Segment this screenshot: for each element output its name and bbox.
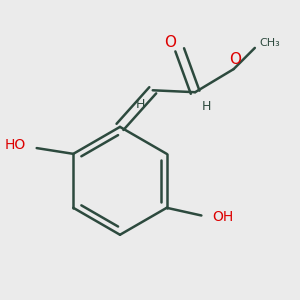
Text: H: H — [202, 100, 211, 113]
Text: H: H — [136, 98, 145, 111]
Text: OH: OH — [212, 210, 233, 224]
Text: HO: HO — [4, 138, 26, 152]
Text: O: O — [164, 35, 176, 50]
Text: CH₃: CH₃ — [260, 38, 280, 48]
Text: O: O — [230, 52, 242, 67]
